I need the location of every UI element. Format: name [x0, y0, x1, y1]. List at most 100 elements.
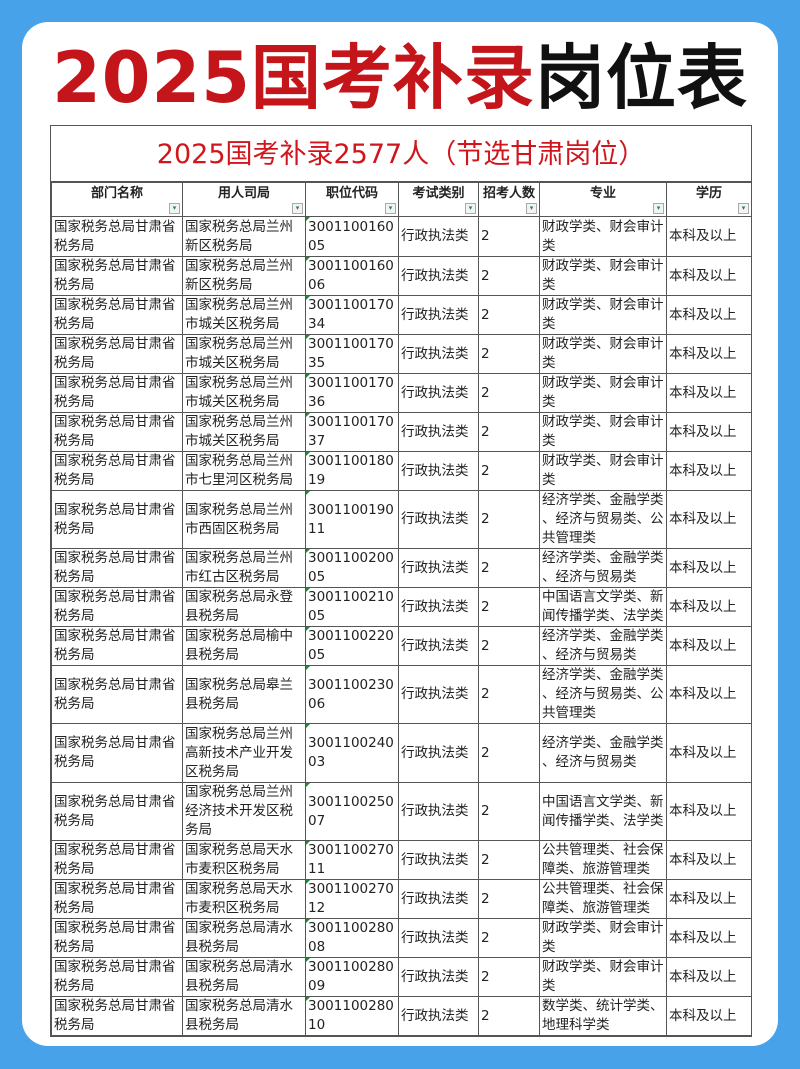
cell-major: 财政学类、财会审计 类	[539, 412, 667, 452]
cell-position-code: 3001100280 09	[305, 957, 399, 997]
cell-position-code: 3001100270 12	[305, 879, 399, 919]
cell-major: 经济学类、金融学类 、经济与贸易类	[539, 548, 667, 588]
cell-dept-name: 国家税务总局甘肃省 税务局	[51, 412, 183, 452]
cell-headcount: 2	[478, 451, 540, 491]
page-title-red: 2025国考补录	[52, 37, 535, 119]
table-row: 国家税务总局甘肃省 税务局 国家税务总局兰州 市城关区税务局 3001100170 …	[51, 373, 752, 413]
cell-dept-name: 国家税务总局甘肃省 税务局	[51, 879, 183, 919]
cell-dept-name: 国家税务总局甘肃省 税务局	[51, 373, 183, 413]
table-row: 国家税务总局甘肃省 税务局 国家税务总局兰州 新区税务局 3001100160 05…	[51, 216, 752, 257]
table-body: 国家税务总局甘肃省 税务局 国家税务总局兰州 新区税务局 3001100160 05…	[51, 216, 752, 1036]
table-row: 国家税务总局甘肃省 税务局 国家税务总局兰州 市七里河区税务局 3001100180…	[51, 451, 752, 491]
table-row: 国家税务总局甘肃省 税务局 国家税务总局清水 县税务局 3001100280 09 行…	[51, 957, 752, 997]
cell-position-code: 3001100190 11	[305, 490, 399, 549]
cell-major: 财政学类、财会审计 类	[539, 216, 667, 257]
column-header-label: 部门名称	[90, 186, 143, 201]
filter-dropdown-icon[interactable]: ▾	[653, 203, 664, 214]
cell-headcount: 2	[478, 490, 540, 549]
header-row: 部门名称 ▾ 用人司局 ▾ 职位代码 ▾ 考试类别 ▾ 招考人数 ▾ 专业 ▾ 学历 ▾	[51, 182, 752, 217]
cell-major: 财政学类、财会审计 类	[539, 918, 667, 958]
filter-dropdown-icon[interactable]: ▾	[292, 203, 303, 214]
cell-headcount: 2	[478, 334, 540, 374]
cell-headcount: 2	[478, 957, 540, 997]
table-row: 国家税务总局甘肃省 税务局 国家税务总局清水 县税务局 3001100280 10 行…	[51, 996, 752, 1036]
cell-major: 财政学类、财会审计 类	[539, 334, 667, 374]
cell-dept-name: 国家税务总局甘肃省 税务局	[51, 918, 183, 958]
cell-employer: 国家税务总局清水 县税务局	[182, 996, 306, 1036]
table-row: 国家税务总局甘肃省 税务局 国家税务总局兰州 市城关区税务局 3001100170 …	[51, 334, 752, 374]
cell-education: 本科及以上	[666, 334, 752, 374]
page-title: 2025国考补录岗位表	[0, 38, 800, 118]
filter-dropdown-icon[interactable]: ▾	[526, 203, 537, 214]
cell-employer: 国家税务总局永登 县税务局	[182, 587, 306, 627]
cell-headcount: 2	[478, 548, 540, 588]
cell-exam-category: 行政执法类	[398, 334, 479, 374]
cell-education: 本科及以上	[666, 665, 752, 724]
cell-exam-category: 行政执法类	[398, 626, 479, 666]
cell-position-code: 3001100170 34	[305, 295, 399, 335]
column-header-label: 招考人数	[482, 186, 535, 201]
cell-major: 财政学类、财会审计 类	[539, 373, 667, 413]
cell-exam-category: 行政执法类	[398, 665, 479, 724]
cell-dept-name: 国家税务总局甘肃省 税务局	[51, 782, 183, 841]
cell-employer: 国家税务总局清水 县税务局	[182, 918, 306, 958]
column-header-position-code: 职位代码 ▾	[305, 182, 399, 217]
cell-major: 财政学类、财会审计 类	[539, 256, 667, 296]
sheet-subtitle: 2025国考补录2577人（节选甘肃岗位）	[51, 126, 751, 182]
cell-education: 本科及以上	[666, 548, 752, 588]
cell-employer: 国家税务总局兰州 经济技术开发区税 务局	[182, 782, 306, 841]
table-row: 国家税务总局甘肃省 税务局 国家税务总局兰州 市西固区税务局 3001100190 …	[51, 490, 752, 549]
column-header-education: 学历 ▾	[666, 182, 752, 217]
filter-dropdown-icon[interactable]: ▾	[465, 203, 476, 214]
cell-employer: 国家税务总局兰州 新区税务局	[182, 256, 306, 296]
cell-major: 公共管理类、社会保 障类、旅游管理类	[539, 840, 667, 880]
table-row: 国家税务总局甘肃省 税务局 国家税务总局天水 市麦积区税务局 3001100270 …	[51, 879, 752, 919]
cell-exam-category: 行政执法类	[398, 256, 479, 296]
spreadsheet: 2025国考补录2577人（节选甘肃岗位） 部门名称 ▾ 用人司局 ▾ 职位代码 ▾ 考试类…	[50, 125, 752, 1037]
cell-headcount: 2	[478, 996, 540, 1036]
cell-major: 经济学类、金融学类 、经济与贸易类	[539, 723, 667, 783]
cell-exam-category: 行政执法类	[398, 996, 479, 1036]
cell-dept-name: 国家税务总局甘肃省 税务局	[51, 548, 183, 588]
cell-headcount: 2	[478, 256, 540, 296]
cell-education: 本科及以上	[666, 295, 752, 335]
cell-employer: 国家税务总局天水 市麦积区税务局	[182, 879, 306, 919]
cell-major: 经济学类、金融学类 、经济与贸易类、公 共管理类	[539, 490, 667, 549]
cell-dept-name: 国家税务总局甘肃省 税务局	[51, 334, 183, 374]
cell-position-code: 3001100250 07	[305, 782, 399, 841]
cell-major: 财政学类、财会审计 类	[539, 295, 667, 335]
cell-headcount: 2	[478, 295, 540, 335]
cell-education: 本科及以上	[666, 879, 752, 919]
table-row: 国家税务总局甘肃省 税务局 国家税务总局兰州 新区税务局 3001100160 06…	[51, 256, 752, 296]
column-header-label: 考试类别	[412, 186, 465, 201]
cell-exam-category: 行政执法类	[398, 957, 479, 997]
cell-education: 本科及以上	[666, 490, 752, 549]
cell-education: 本科及以上	[666, 451, 752, 491]
cell-headcount: 2	[478, 782, 540, 841]
cell-exam-category: 行政执法类	[398, 412, 479, 452]
cell-position-code: 3001100240 03	[305, 723, 399, 783]
table-row: 国家税务总局甘肃省 税务局 国家税务总局皋兰 县税务局 3001100230 06 行…	[51, 665, 752, 724]
cell-exam-category: 行政执法类	[398, 548, 479, 588]
table-row: 国家税务总局甘肃省 税务局 国家税务总局永登 县税务局 3001100210 05 行…	[51, 587, 752, 627]
cell-major: 经济学类、金融学类 、经济与贸易类、公 共管理类	[539, 665, 667, 724]
cell-dept-name: 国家税务总局甘肃省 税务局	[51, 587, 183, 627]
cell-employer: 国家税务总局兰州 市城关区税务局	[182, 334, 306, 374]
cell-dept-name: 国家税务总局甘肃省 税务局	[51, 957, 183, 997]
table-row: 国家税务总局甘肃省 税务局 国家税务总局兰州 市城关区税务局 3001100170 …	[51, 412, 752, 452]
cell-position-code: 3001100230 06	[305, 665, 399, 724]
cell-education: 本科及以上	[666, 256, 752, 296]
cell-exam-category: 行政执法类	[398, 879, 479, 919]
filter-dropdown-icon[interactable]: ▾	[738, 203, 749, 214]
filter-dropdown-icon[interactable]: ▾	[169, 203, 180, 214]
table-row: 国家税务总局甘肃省 税务局 国家税务总局兰州 市红古区税务局 3001100200 …	[51, 548, 752, 588]
cell-employer: 国家税务总局天水 市麦积区税务局	[182, 840, 306, 880]
cell-dept-name: 国家税务总局甘肃省 税务局	[51, 490, 183, 549]
filter-dropdown-icon[interactable]: ▾	[385, 203, 396, 214]
table-row: 国家税务总局甘肃省 税务局 国家税务总局天水 市麦积区税务局 3001100270 …	[51, 840, 752, 880]
cell-education: 本科及以上	[666, 626, 752, 666]
cell-exam-category: 行政执法类	[398, 840, 479, 880]
cell-headcount: 2	[478, 626, 540, 666]
cell-headcount: 2	[478, 840, 540, 880]
cell-education: 本科及以上	[666, 996, 752, 1036]
